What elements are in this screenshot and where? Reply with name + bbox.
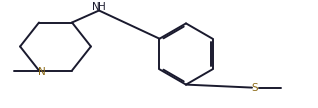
Text: N: N bbox=[93, 2, 100, 13]
Text: H: H bbox=[98, 2, 105, 13]
Text: S: S bbox=[251, 83, 258, 93]
Text: N: N bbox=[38, 67, 45, 77]
